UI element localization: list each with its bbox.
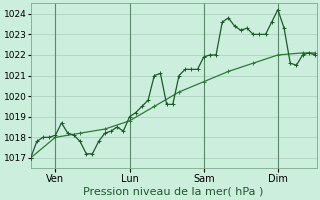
X-axis label: Pression niveau de la mer( hPa ): Pression niveau de la mer( hPa ) xyxy=(84,187,264,197)
